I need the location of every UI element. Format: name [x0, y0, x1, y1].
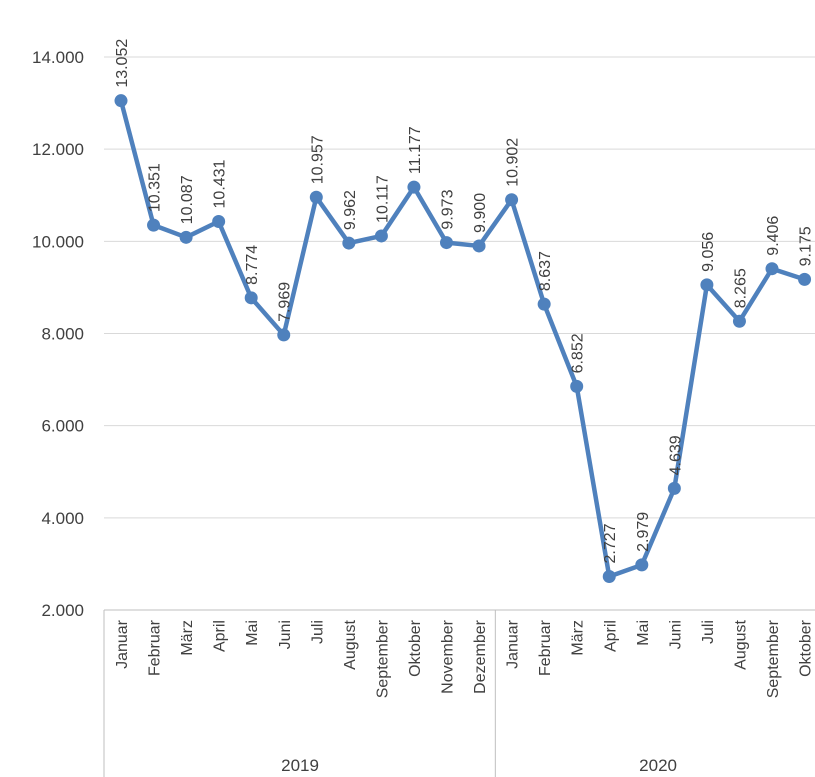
data-label: 10.117 [374, 175, 391, 223]
x-tick-label: Februar [147, 619, 164, 676]
x-tick-label: September [374, 619, 391, 698]
data-label: 2.727 [602, 523, 619, 563]
x-axis: Januar Februar März April Mai Juni Juli August S… [103, 609, 815, 777]
data-label: 11.177 [407, 126, 424, 174]
x-tick-label: März [570, 620, 587, 656]
x-tick-label: Februar [537, 619, 554, 676]
data-point [114, 94, 128, 108]
data-label: 2.979 [635, 512, 652, 552]
data-label: 10.351 [147, 163, 164, 212]
data-label: 9.900 [472, 193, 489, 233]
data-label: 9.056 [700, 232, 717, 272]
x-tick-label: Januar [114, 619, 131, 669]
data-label: 8.265 [732, 268, 749, 308]
data-label: 9.406 [765, 216, 782, 256]
y-tick-label: 6.000 [41, 417, 84, 436]
x-tick-label: Juli [309, 620, 326, 644]
x-tick-label: September [765, 619, 782, 698]
x-tick-label: August [732, 619, 749, 669]
data-point [570, 379, 584, 393]
data-label: 4.639 [667, 435, 684, 475]
group-label: 2020 [639, 756, 677, 775]
data-point [440, 236, 453, 250]
data-point [602, 569, 616, 583]
y-tick-label: 12.000 [32, 140, 84, 159]
data-point [765, 262, 779, 276]
x-tick-label: April [212, 620, 229, 652]
data-point [505, 193, 519, 207]
data-point [700, 278, 714, 292]
group-label: 2019 [281, 756, 319, 775]
data-point [732, 314, 746, 328]
data-label: 6.852 [570, 333, 587, 373]
x-tick-label: Juni [667, 620, 684, 649]
x-tick-label: Juni [277, 620, 294, 649]
y-tick-label: 14.000 [32, 48, 84, 67]
data-label: 8.774 [244, 245, 261, 285]
x-tick-label: Juli [700, 620, 717, 644]
data-point [277, 328, 291, 342]
data-point [635, 558, 649, 572]
data-point [147, 218, 161, 232]
y-axis-tick-labels: 2.000 4.000 6.000 8.000 10.000 12.000 14.000 [32, 48, 84, 620]
data-label: 8.637 [537, 251, 554, 291]
data-label: 10.431 [212, 159, 229, 208]
x-tick-label: Mai [244, 620, 261, 646]
x-tick-label: Oktober [407, 619, 424, 677]
x-tick-label: Januar [505, 619, 522, 669]
data-point [374, 229, 388, 243]
data-point [667, 481, 681, 495]
data-label: 9.962 [342, 190, 359, 230]
data-label: 9.973 [440, 189, 457, 229]
data-label: 10.087 [179, 175, 196, 224]
data-label: 7.969 [277, 282, 294, 322]
series-line-group [118, 98, 807, 579]
x-tick-label: Dezember [472, 619, 489, 693]
data-label: 9.175 [798, 226, 815, 266]
data-label: 10.957 [309, 135, 326, 184]
data-label: 13.052 [114, 39, 131, 88]
data-point [537, 297, 551, 311]
y-tick-label: 10.000 [32, 232, 84, 251]
x-tick-label: November [440, 619, 457, 693]
x-tick-label: März [179, 620, 196, 656]
x-tick-label: Mai [635, 620, 652, 646]
x-tick-label: April [602, 620, 619, 652]
data-point [798, 272, 812, 286]
data-point [244, 291, 258, 305]
y-tick-label: 2.000 [41, 601, 84, 620]
data-point [179, 230, 193, 244]
x-tick-label: August [342, 619, 359, 669]
gridlines [104, 56, 815, 519]
series-line [118, 98, 807, 579]
data-point [407, 180, 421, 194]
x-tick-label: Oktober [798, 619, 815, 677]
data-point [342, 236, 356, 250]
y-tick-label: 4.000 [41, 509, 84, 528]
data-point [472, 239, 486, 253]
data-point [309, 190, 323, 204]
data-labels: 13.052 10.351 10.087 10.431 8.774 7.969 10.957… [114, 39, 815, 564]
y-tick-label: 8.000 [41, 325, 84, 344]
data-points [114, 94, 812, 583]
data-point [212, 214, 226, 228]
data-label: 10.902 [505, 138, 522, 187]
